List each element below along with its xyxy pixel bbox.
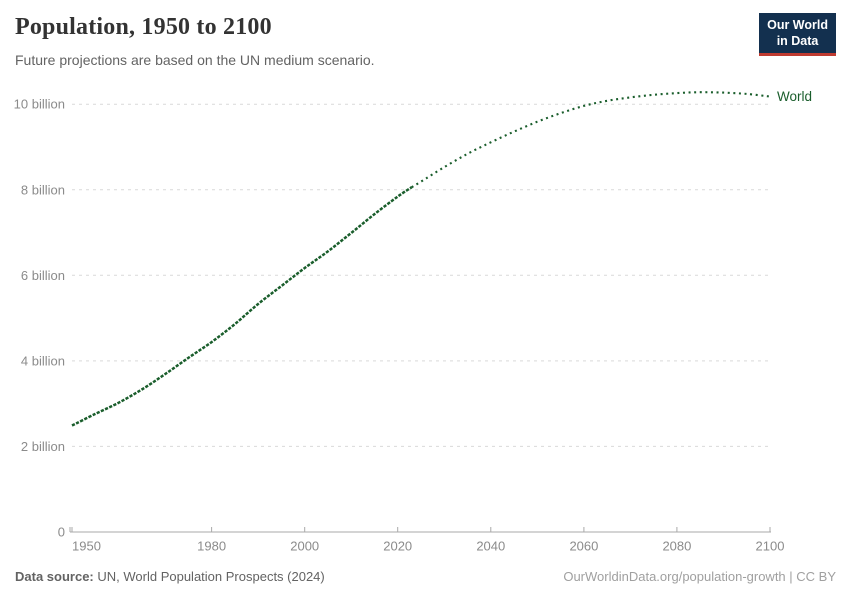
x-axis-tick-label: 1950 [72, 539, 101, 554]
x-axis-tick-label: 2000 [290, 539, 319, 554]
data-source-note: Data source: UN, World Population Prospe… [15, 569, 325, 584]
owid-logo-line1: Our World [767, 18, 828, 32]
x-axis-tick-label: 2100 [756, 539, 785, 554]
page-title: Population, 1950 to 2100 [15, 14, 272, 40]
x-axis-tick-label: 2020 [383, 539, 412, 554]
y-axis-tick-label: 2 billion [21, 439, 65, 454]
x-axis-tick-label: 2060 [569, 539, 598, 554]
x-axis-tick-label: 1980 [197, 539, 226, 554]
x-axis-tick-label: 2040 [476, 539, 505, 554]
owid-logo: Our World in Data [759, 13, 836, 57]
data-source-value: UN, World Population Prospects (2024) [97, 569, 325, 584]
y-axis-tick-label: 4 billion [21, 353, 65, 368]
y-axis-tick-label: 6 billion [21, 268, 65, 283]
credit-note: OurWorldinData.org/population-growth | C… [563, 569, 836, 584]
world-line-projection [411, 91, 771, 189]
x-axis-tick-label: 2080 [662, 539, 691, 554]
world-series-label: World [777, 89, 812, 104]
y-axis-tick-label: 10 billion [14, 97, 65, 112]
y-axis-tick-label: 0 [58, 525, 65, 540]
y-axis-tick-label: 8 billion [21, 182, 65, 197]
owid-logo-line2: in Data [776, 33, 819, 48]
world-line-historical [71, 186, 413, 427]
data-source-label: Data source: [15, 569, 94, 584]
chart-subtitle: Future projections are based on the UN m… [15, 52, 375, 68]
